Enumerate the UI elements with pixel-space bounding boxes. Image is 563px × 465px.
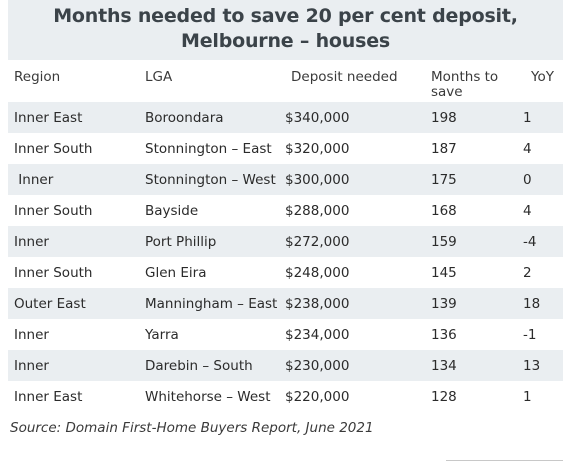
table-row: Inner East Whitehorse – West $220,000 12… <box>8 381 563 412</box>
cell-deposit: $320,000 <box>279 133 423 164</box>
cell-lga: Stonnington – West <box>139 164 279 195</box>
cell-yoy: 4 <box>515 195 563 226</box>
table-row: Outer East Manningham – East $238,000 13… <box>8 288 563 319</box>
cell-region: Inner East <box>8 102 139 133</box>
divider <box>446 460 563 461</box>
cell-lga: Whitehorse – West <box>139 381 279 412</box>
cell-lga: Stonnington – East <box>139 133 279 164</box>
cell-lga: Darebin – South <box>139 350 279 381</box>
cell-region: Inner <box>8 164 139 195</box>
cell-region: Inner South <box>8 257 139 288</box>
table-row: Inner South Stonnington – East $320,000 … <box>8 133 563 164</box>
table-row: Inner East Boroondara $340,000 198 1 <box>8 102 563 133</box>
cell-region: Inner East <box>8 381 139 412</box>
cell-yoy: 18 <box>515 288 563 319</box>
cell-lga: Yarra <box>139 319 279 350</box>
table-row: Inner Darebin – South $230,000 134 13 <box>8 350 563 381</box>
cell-months: 198 <box>423 102 515 133</box>
cell-deposit: $340,000 <box>279 102 423 133</box>
deposit-table: Region LGA Deposit needed Months to save… <box>8 60 563 412</box>
cell-deposit: $272,000 <box>279 226 423 257</box>
cell-months: 168 <box>423 195 515 226</box>
cell-months: 139 <box>423 288 515 319</box>
cell-yoy: 4 <box>515 133 563 164</box>
cell-months: 187 <box>423 133 515 164</box>
cell-yoy: 1 <box>515 381 563 412</box>
cell-months: 134 <box>423 350 515 381</box>
table-title: Months needed to save 20 per cent deposi… <box>8 0 563 60</box>
cell-region: Inner <box>8 226 139 257</box>
cell-lga: Bayside <box>139 195 279 226</box>
cell-yoy: 13 <box>515 350 563 381</box>
cell-deposit: $238,000 <box>279 288 423 319</box>
header-region: Region <box>14 69 61 85</box>
table-row: Inner Stonnington – West $300,000 175 0 <box>8 164 563 195</box>
table-row: Inner Yarra $234,000 136 -1 <box>8 319 563 350</box>
cell-months: 145 <box>423 257 515 288</box>
cell-yoy: 1 <box>515 102 563 133</box>
header-months: Months to save <box>431 69 499 100</box>
cell-lga: Manningham – East <box>139 288 279 319</box>
header-lga: LGA <box>145 69 173 85</box>
cell-deposit: $234,000 <box>279 319 423 350</box>
cell-deposit: $300,000 <box>279 164 423 195</box>
cell-deposit: $230,000 <box>279 350 423 381</box>
cell-yoy: -4 <box>515 226 563 257</box>
cell-deposit: $220,000 <box>279 381 423 412</box>
cell-yoy: 2 <box>515 257 563 288</box>
cell-region: Inner South <box>8 133 139 164</box>
cell-lga: Port Phillip <box>139 226 279 257</box>
table-row: Inner South Glen Eira $248,000 145 2 <box>8 257 563 288</box>
cell-region: Inner <box>8 319 139 350</box>
cell-lga: Glen Eira <box>139 257 279 288</box>
cell-deposit: $288,000 <box>279 195 423 226</box>
header-yoy: YoY <box>531 69 554 85</box>
cell-yoy: 0 <box>515 164 563 195</box>
cell-lga: Boroondara <box>139 102 279 133</box>
cell-months: 128 <box>423 381 515 412</box>
cell-region: Inner <box>8 350 139 381</box>
source-note: Source: Domain First-Home Buyers Report,… <box>10 420 374 436</box>
cell-months: 159 <box>423 226 515 257</box>
cell-region: Inner South <box>8 195 139 226</box>
header-row: Region LGA Deposit needed Months to save… <box>8 60 563 102</box>
table-row: Inner Port Phillip $272,000 159 -4 <box>8 226 563 257</box>
table-card: Months needed to save 20 per cent deposi… <box>8 0 563 465</box>
cell-deposit: $248,000 <box>279 257 423 288</box>
cell-yoy: -1 <box>515 319 563 350</box>
cell-months: 175 <box>423 164 515 195</box>
header-deposit: Deposit needed <box>291 69 398 85</box>
table-row: Inner South Bayside $288,000 168 4 <box>8 195 563 226</box>
cell-region: Outer East <box>8 288 139 319</box>
cell-months: 136 <box>423 319 515 350</box>
